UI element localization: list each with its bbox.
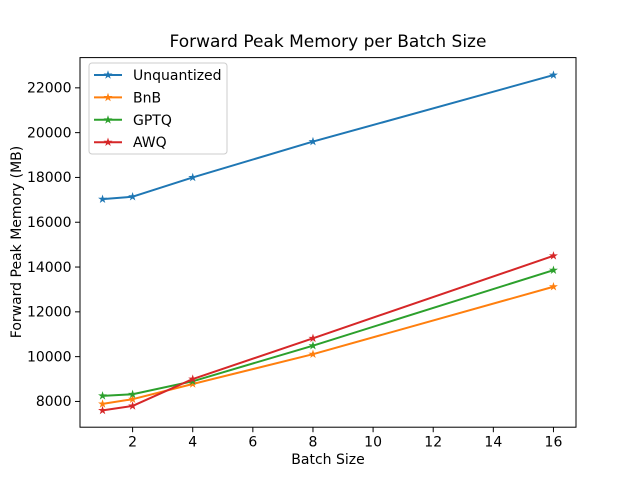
plot-frame xyxy=(79,57,577,428)
y-tick-label: 16000 xyxy=(27,215,72,231)
star-marker xyxy=(128,192,138,201)
series-line xyxy=(102,254,554,412)
legend: Unquantized BnB GPTQ AWQ xyxy=(88,62,228,155)
legend-entry-unquantized: Unquantized xyxy=(94,68,222,84)
x-tick-label: 8 xyxy=(309,435,318,451)
legend-entry-awq: AWQ xyxy=(94,135,167,151)
series-awq xyxy=(98,251,558,415)
x-axis-ticks: 2 4 6 8 10 12 14 16 xyxy=(128,427,562,451)
x-tick-label: 12 xyxy=(424,435,442,451)
star-marker xyxy=(103,115,113,124)
y-tick-label: 10000 xyxy=(27,349,72,365)
star-marker xyxy=(128,394,138,403)
legend-label: Unquantized xyxy=(133,68,222,84)
star-marker xyxy=(548,282,558,291)
series-bnb xyxy=(98,282,558,408)
star-marker xyxy=(98,391,108,400)
star-marker xyxy=(128,401,138,410)
series-unquantized xyxy=(98,70,558,203)
star-marker xyxy=(98,405,108,415)
star-marker xyxy=(98,194,108,203)
x-tick-label: 6 xyxy=(248,435,257,451)
y-tick-label: 12000 xyxy=(27,305,72,321)
star-marker xyxy=(103,70,113,79)
star-marker xyxy=(103,92,113,102)
star-marker xyxy=(308,333,318,343)
x-tick-label: 16 xyxy=(545,435,563,451)
x-tick-label: 10 xyxy=(364,435,382,451)
star-marker xyxy=(188,172,198,182)
legend-label: GPTQ xyxy=(133,113,172,129)
legend-entry-gptq: GPTQ xyxy=(94,113,172,129)
x-tick-label: 14 xyxy=(484,435,502,451)
legend-entry-bnb: BnB xyxy=(94,90,161,106)
y-tick-label: 20000 xyxy=(27,125,72,141)
x-tick-label: 4 xyxy=(188,435,197,451)
legend-box xyxy=(88,62,228,155)
y-tick-label: 18000 xyxy=(27,170,72,186)
star-marker xyxy=(103,137,113,146)
legend-label: AWQ xyxy=(133,135,167,151)
y-axis-ticks: 8000 10000 12000 14000 16000 18000 20000 22000 xyxy=(27,81,80,410)
chart-title: Forward Peak Memory per Batch Size xyxy=(169,32,487,52)
y-tick-label: 22000 xyxy=(27,81,72,97)
y-tick-label: 8000 xyxy=(36,394,72,410)
legend-label: BnB xyxy=(133,90,161,106)
y-axis-label: Forward Peak Memory (MB) xyxy=(9,145,25,339)
star-marker xyxy=(308,136,318,146)
x-tick-label: 2 xyxy=(128,435,137,451)
star-marker xyxy=(308,349,318,358)
star-marker xyxy=(98,399,108,408)
star-marker xyxy=(548,251,558,260)
star-marker xyxy=(188,379,198,388)
star-marker xyxy=(548,265,558,274)
star-marker xyxy=(308,340,318,350)
x-axis-label: Batch Size xyxy=(291,452,365,468)
star-marker xyxy=(548,70,558,79)
star-marker xyxy=(188,374,198,383)
y-tick-label: 14000 xyxy=(27,260,72,276)
star-marker xyxy=(128,389,138,399)
